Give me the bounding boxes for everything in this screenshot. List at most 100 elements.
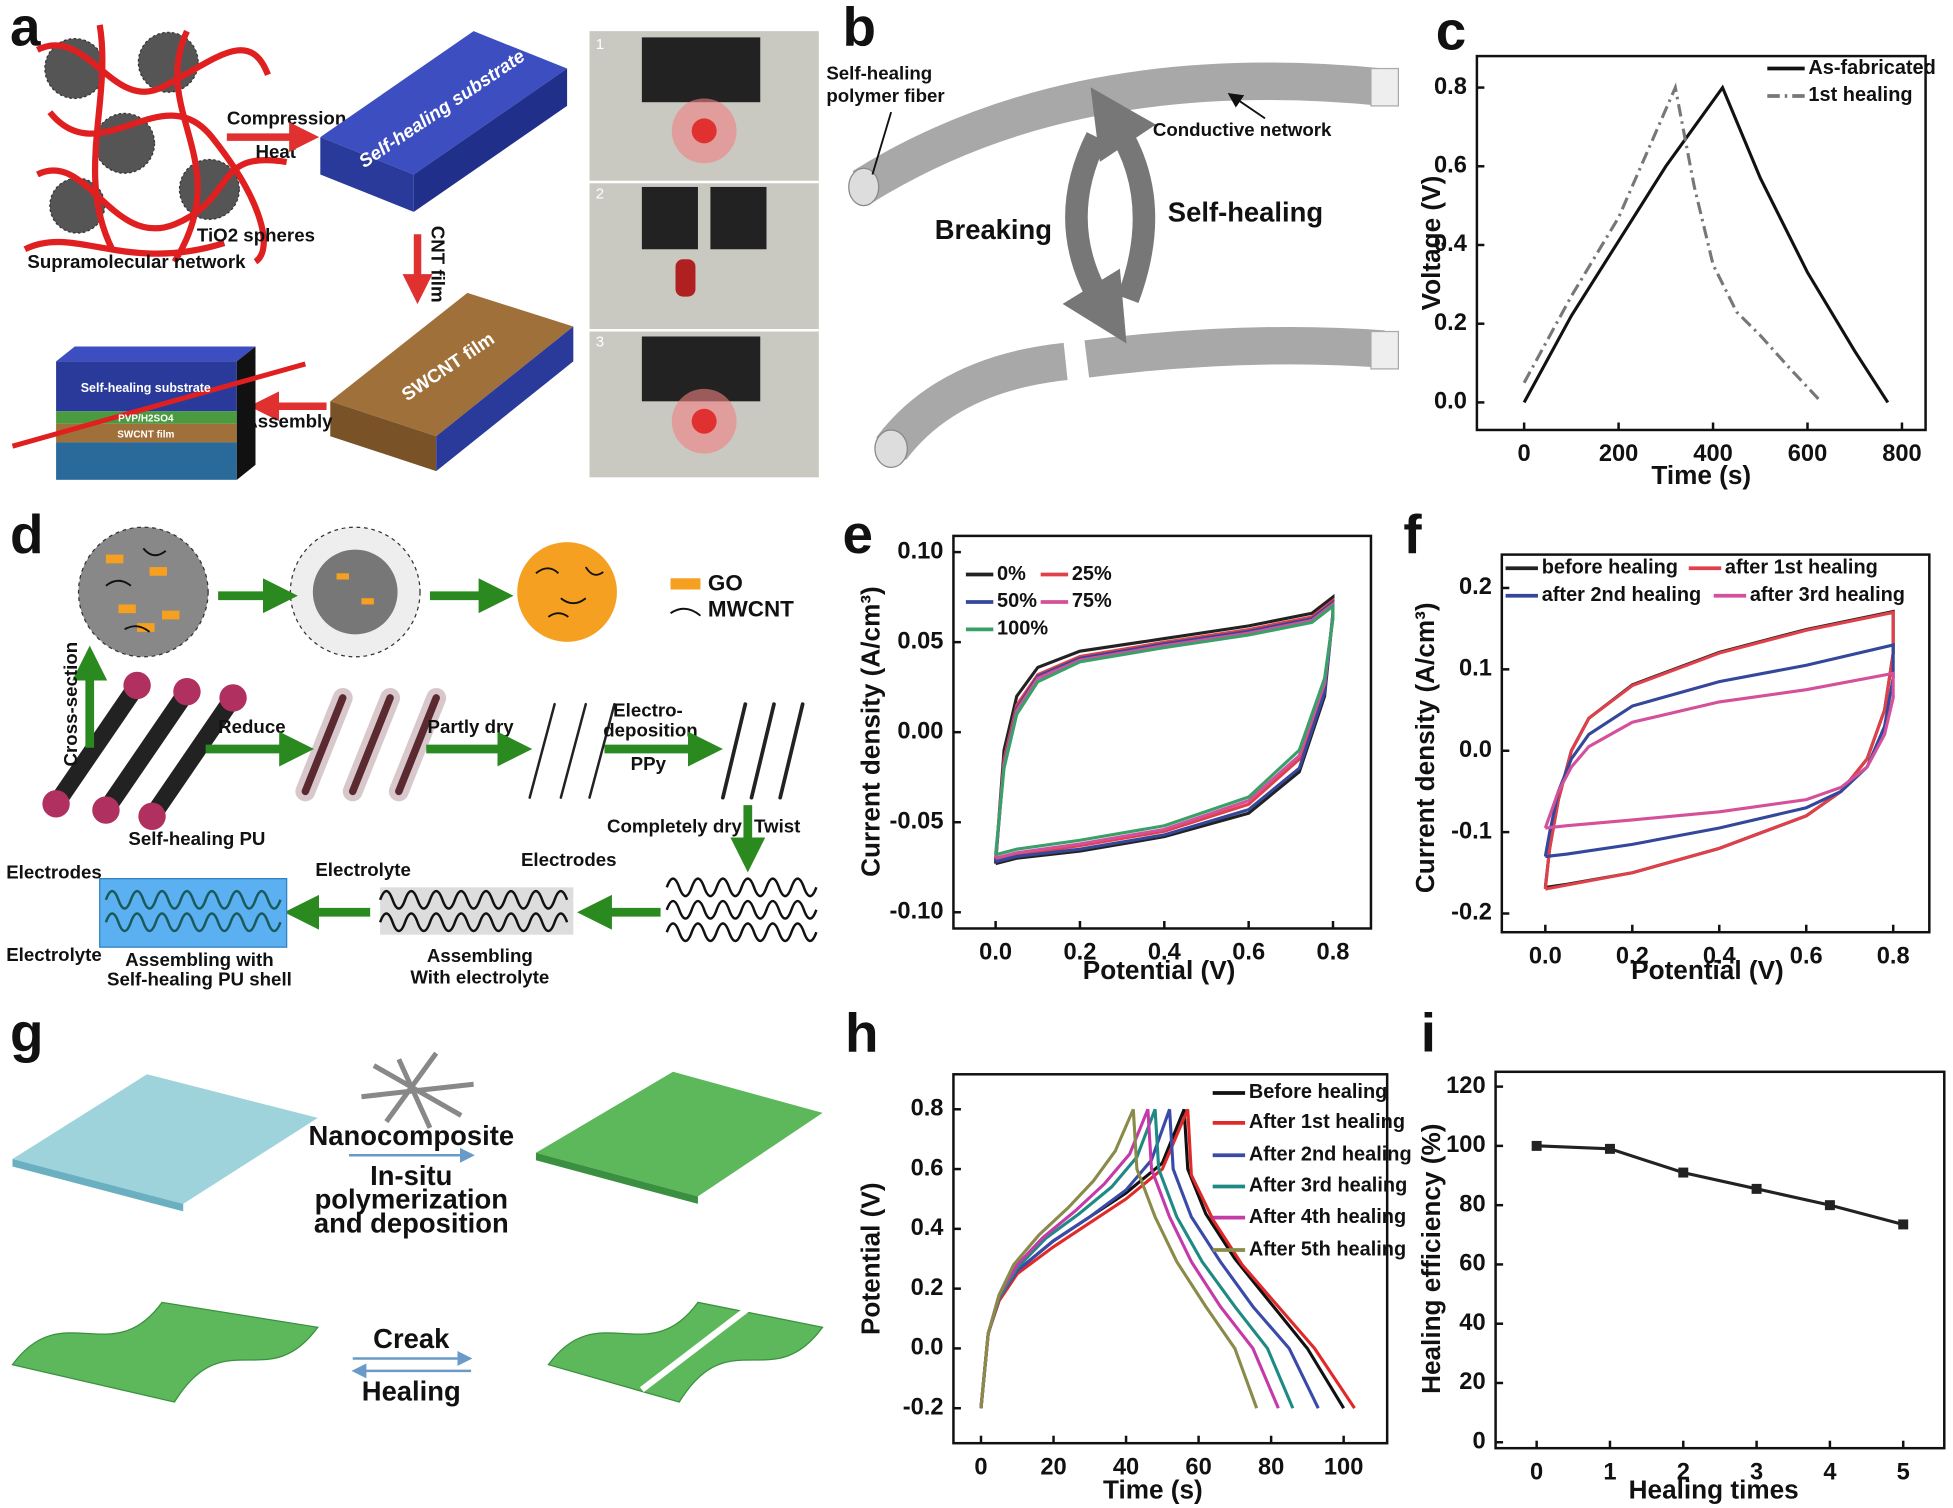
fiber-end	[874, 429, 908, 468]
label: Electrodes	[6, 862, 102, 883]
series-line	[1522, 82, 1823, 404]
label: Twist	[754, 815, 800, 836]
label: polymer fiber	[826, 85, 944, 106]
legend-label: 0%	[997, 563, 1026, 585]
legend-label: After 3rd healing	[1249, 1175, 1407, 1197]
legend-label: 75%	[1072, 590, 1112, 612]
y-tick-label: -0.10	[890, 899, 944, 925]
panel-letter: i	[1421, 1001, 1436, 1063]
legend-label: As-fabricated	[1808, 57, 1935, 79]
label: Self-healing PU	[128, 828, 265, 849]
y-tick-label: 120	[1446, 1073, 1485, 1099]
panel-letters: a b c d e f g h i	[10, 0, 1466, 1063]
cross-section	[312, 549, 398, 635]
photos: 1 2 3	[589, 31, 819, 478]
bent-sheet	[547, 1301, 824, 1403]
pointer	[1227, 93, 1266, 120]
point	[1751, 1183, 1762, 1194]
box	[330, 292, 574, 437]
point	[1531, 1140, 1542, 1151]
box	[436, 326, 574, 472]
y-tick-label: 0.8	[911, 1096, 944, 1122]
x-tick-label: 0	[1530, 1459, 1543, 1485]
label: Assembly	[244, 410, 333, 431]
y-tick-label: 0.0	[911, 1335, 944, 1361]
x-tick-label: 3	[1750, 1459, 1763, 1485]
pu-shell	[99, 878, 288, 948]
y-tick-label: 0.4	[911, 1215, 945, 1241]
y-tick-label: 0.6	[1434, 153, 1467, 179]
legend-label: before healing	[1542, 557, 1678, 579]
panel-b: Self-healing polymer fiber Conductive ne…	[826, 62, 1400, 468]
y-tick-label: 0.2	[911, 1275, 944, 1301]
x-axis-label: Time (s)	[1651, 460, 1751, 490]
x-axis-label: Potential (V)	[1631, 955, 1784, 985]
label: polymerization	[315, 1184, 508, 1215]
legend-label: 1st healing	[1808, 84, 1912, 106]
y-tick-label: 0.05	[897, 628, 943, 654]
label: deposition	[603, 720, 697, 741]
panel-letter: g	[10, 1001, 44, 1063]
cross-section	[517, 542, 617, 642]
layer	[236, 346, 256, 480]
x-tick-label: 200	[1599, 441, 1638, 467]
label: Supramolecular network	[27, 251, 246, 272]
series-line	[994, 593, 1335, 866]
cross-section	[77, 526, 209, 658]
label: Electrodes	[521, 849, 617, 870]
legend-label: Before healing	[1249, 1081, 1387, 1103]
series-line	[1543, 610, 1895, 891]
panel-letter: c	[1436, 0, 1467, 61]
series-line	[979, 1108, 1356, 1410]
label: CNT film	[427, 226, 448, 303]
label: Cross-section	[60, 642, 81, 767]
label: Healing	[362, 1376, 461, 1407]
y-axis-label: Current density (A/cm³)	[1410, 602, 1440, 893]
panel-letter: h	[845, 1001, 879, 1063]
x-tick-label: 0.4	[1148, 940, 1182, 966]
x-tick-label: 0.0	[1529, 943, 1562, 969]
box	[330, 401, 437, 472]
y-tick-label: 0.0	[1434, 389, 1467, 415]
series-line	[994, 603, 1335, 857]
x-tick-label: 1	[1603, 1459, 1616, 1485]
x-tick-label: 40	[1113, 1454, 1139, 1480]
crack	[639, 1306, 750, 1393]
legend-label: After 4th healing	[1249, 1206, 1406, 1228]
x-tick-label: 80	[1258, 1454, 1284, 1480]
x-tick-label: 800	[1882, 441, 1921, 467]
arrow	[1062, 132, 1127, 344]
point	[1898, 1219, 1909, 1230]
legend-label: after 3rd healing	[1750, 584, 1905, 606]
label: SWCNT film	[117, 430, 174, 441]
y-tick-label: 0	[1472, 1429, 1485, 1455]
x-tick-label: 0.8	[1877, 943, 1910, 969]
y-tick-label: 100	[1446, 1132, 1485, 1158]
y-tick-label: 0.4	[1434, 231, 1468, 257]
panel-letter: d	[10, 503, 44, 565]
y-axis-label: Potential (V)	[855, 1182, 885, 1335]
y-tick-label: 0.1	[1459, 656, 1492, 682]
plot-frame	[1500, 553, 1931, 934]
series-line	[1536, 1144, 1904, 1226]
y-tick-label: -0.2	[903, 1394, 944, 1420]
y-tick-label: 0.2	[1434, 310, 1467, 336]
legend-label: 100%	[997, 618, 1048, 640]
label: 2	[596, 185, 604, 202]
plot-frame	[1475, 54, 1927, 432]
bent-sheet	[11, 1301, 319, 1403]
y-tick-label: 0.10	[897, 538, 943, 564]
coils	[378, 889, 569, 933]
label: Breaking	[935, 214, 1052, 245]
label: Electrolyte	[6, 944, 102, 965]
y-tick-label: 0.6	[911, 1155, 944, 1181]
sheet	[535, 1071, 823, 1197]
label: GO	[708, 570, 743, 595]
label: Creak	[373, 1323, 450, 1354]
panel-g: Nanocomposite In-situ polymerization and…	[11, 1051, 824, 1407]
label: TiO2 spheres	[197, 225, 315, 246]
x-tick-label: 100	[1324, 1454, 1363, 1480]
y-axis-label: Voltage (V)	[1416, 176, 1446, 311]
label: Compression	[227, 108, 346, 129]
